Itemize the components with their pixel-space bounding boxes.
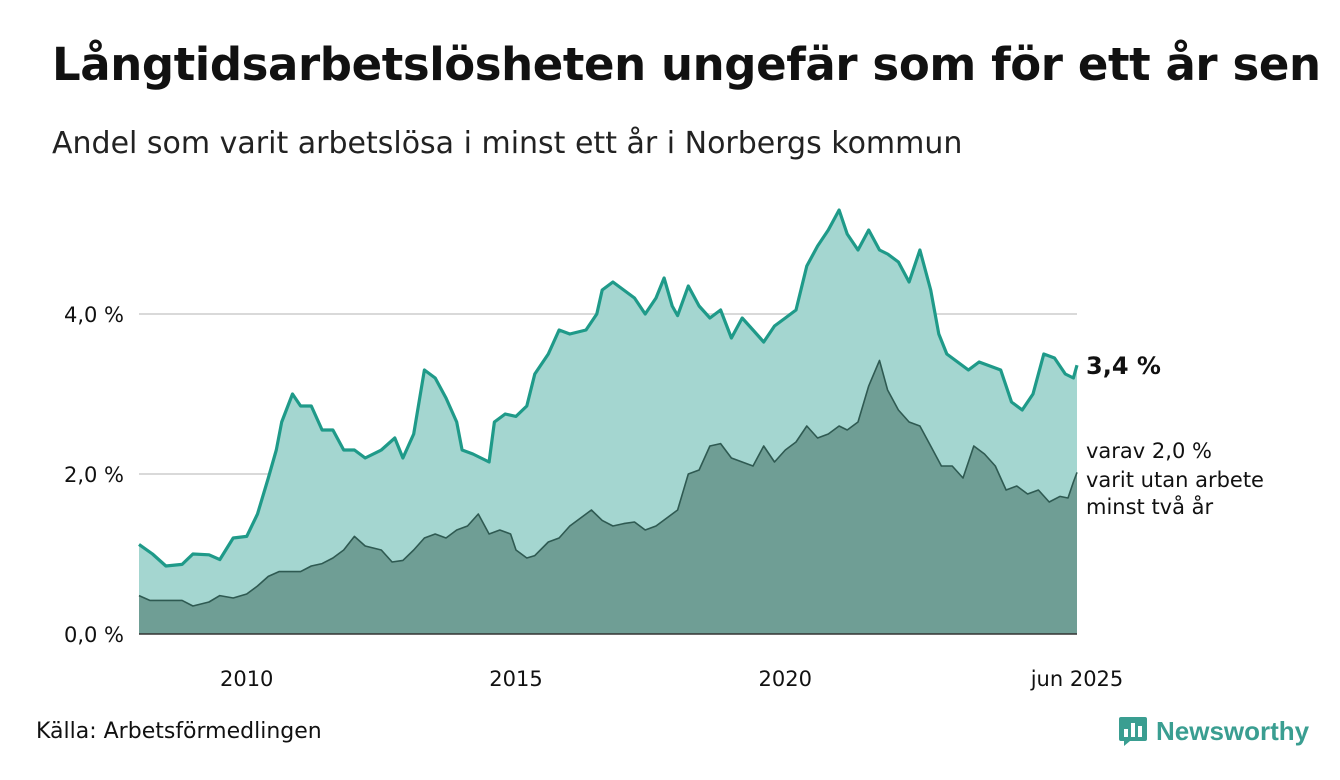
long-term-label-line1: varav 2,0 % [1086, 439, 1212, 463]
chart-areas [138, 208, 1079, 634]
brand-logo[interactable]: Newsworthy [1118, 714, 1309, 748]
brand-name: Newsworthy [1156, 715, 1310, 746]
long-term-label-line2: varit utan arbete [1086, 468, 1264, 492]
annotations: 3,4 % varav 2,0 % varit utan arbete mins… [1086, 352, 1264, 519]
x-tick-label: 2020 [759, 667, 812, 691]
newsworthy-icon [1119, 717, 1147, 746]
chart-title: Långtidsarbetslösheten ungefär som för e… [52, 38, 1321, 91]
series-line-long [138, 359, 1078, 607]
y-tick-label: 0,0 % [64, 623, 124, 647]
y-tick-label: 2,0 % [64, 463, 124, 487]
line-area-chart: 0,0 % 2,0 % 4,0 % 2010 2015 2020 jun 2025 3,4 … [64, 208, 1264, 691]
x-tick-label: jun 2025 [1030, 667, 1124, 691]
x-tick-label: 2015 [489, 667, 542, 691]
series-area-long [139, 360, 1077, 634]
y-tick-label: 4,0 % [64, 303, 124, 327]
chart-subtitle: Andel som varit arbetslösa i minst ett å… [52, 126, 963, 161]
axes: 0,0 % 2,0 % 4,0 % 2010 2015 2020 jun 2025 [64, 303, 1123, 691]
long-term-label-line3: minst två år [1086, 494, 1214, 519]
series-line-total [138, 208, 1079, 568]
x-tick-label: 2010 [220, 667, 273, 691]
source-note: Källa: Arbetsförmedlingen [36, 719, 322, 744]
total-value-label: 3,4 % [1086, 352, 1161, 380]
